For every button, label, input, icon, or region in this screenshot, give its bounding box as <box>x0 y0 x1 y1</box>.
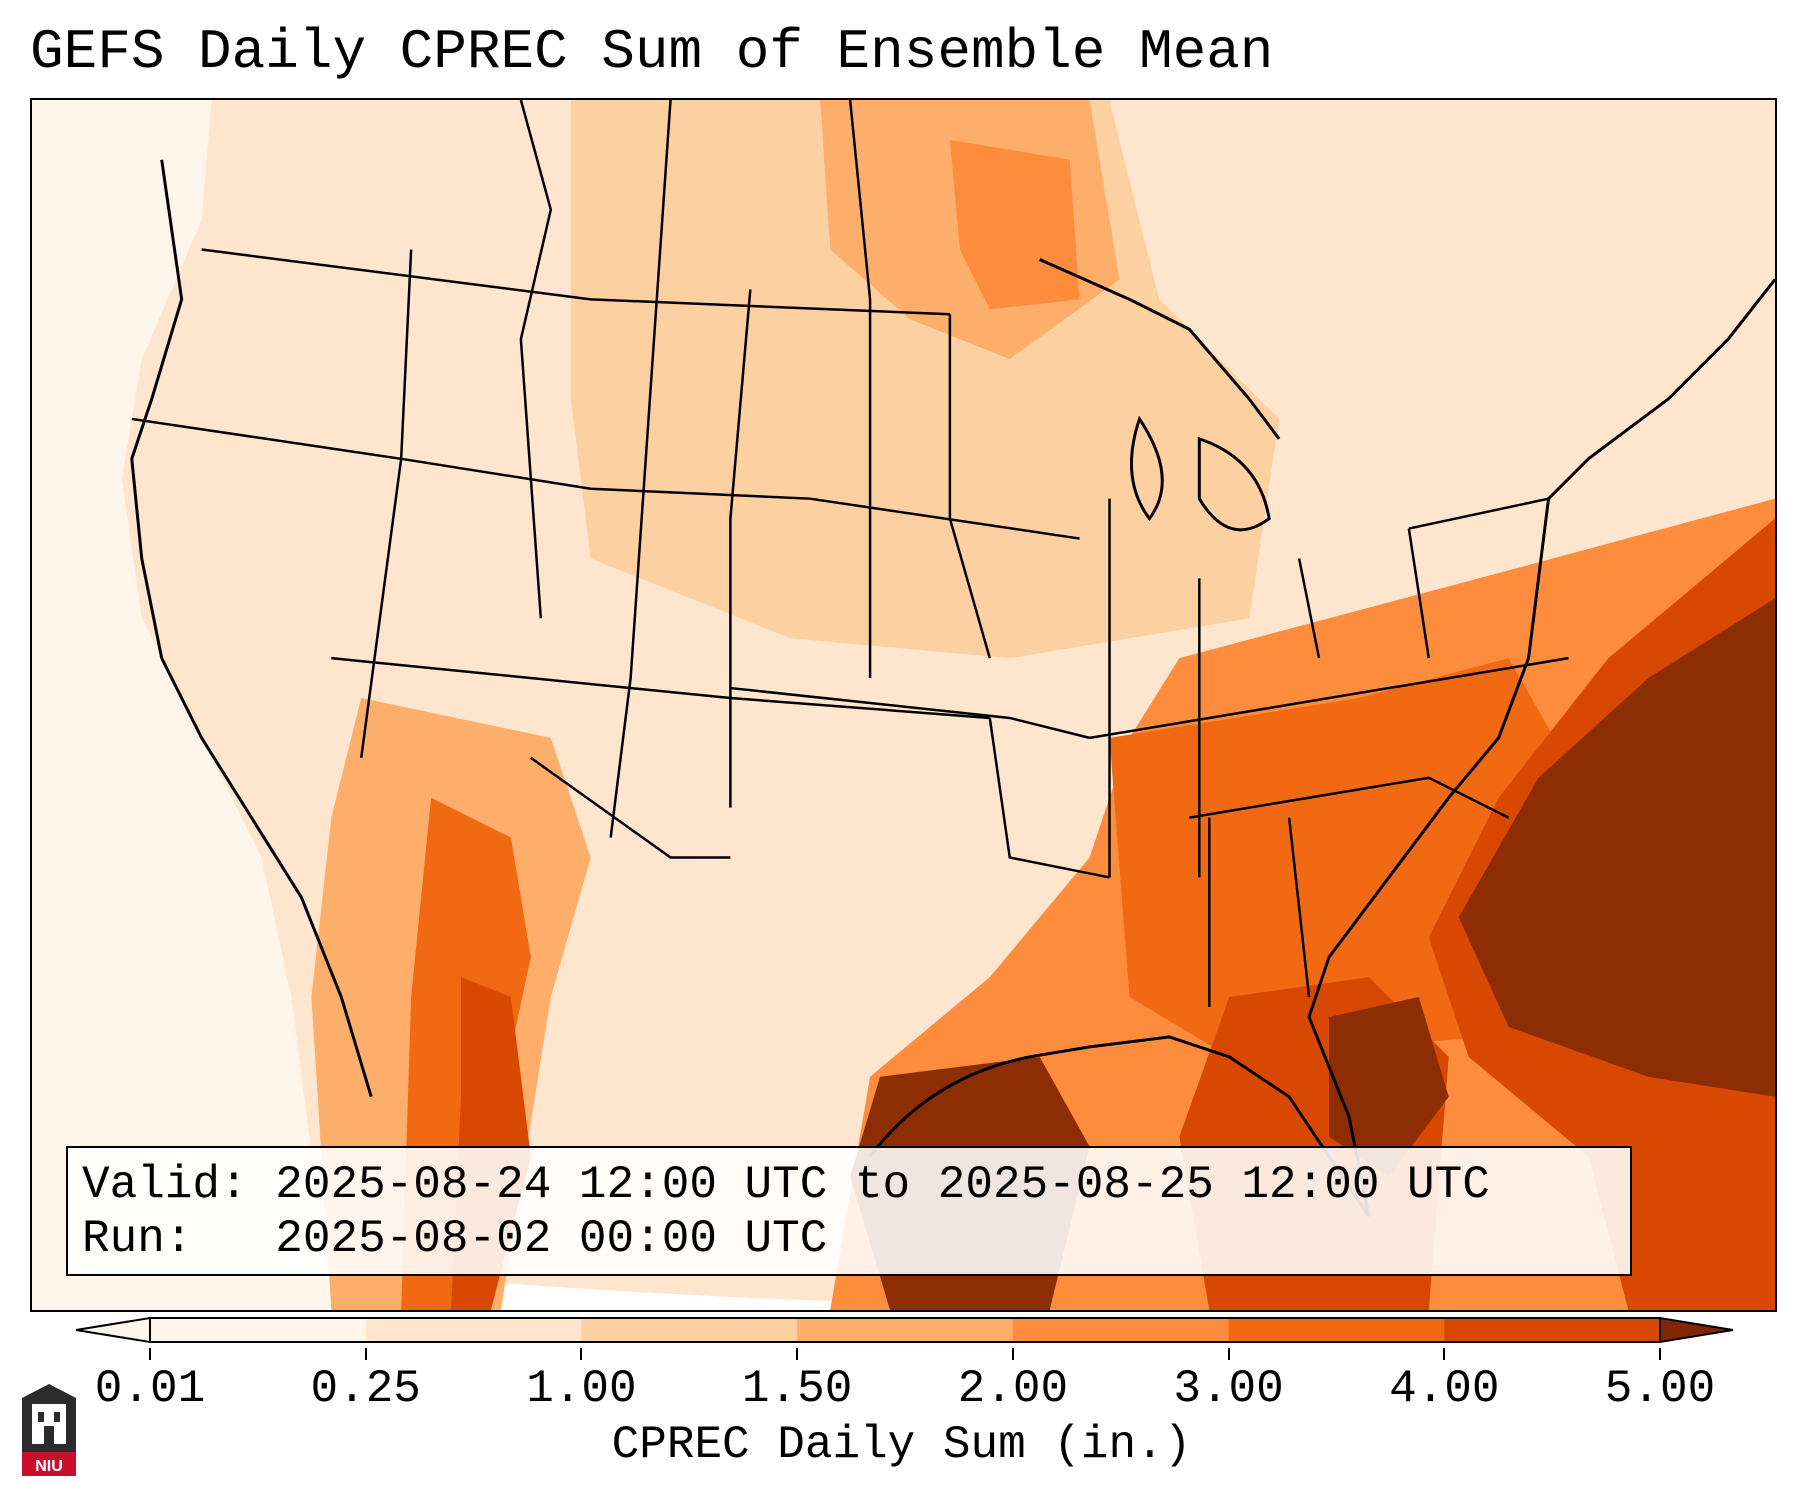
region-pacific <box>32 100 332 1310</box>
colorbar-segments <box>150 1318 1661 1342</box>
colorbar-tick-mark <box>1659 1348 1661 1360</box>
valid-label: Valid: <box>82 1159 248 1211</box>
colorbar-tick-label: 4.00 <box>1389 1363 1500 1415</box>
logo-band <box>22 1452 76 1476</box>
colorbar-segment <box>1444 1318 1661 1342</box>
valid-value: 2025-08-24 12:00 UTC to 2025-08-25 12:00… <box>275 1159 1490 1211</box>
region-atlantic-core <box>1458 598 1775 1097</box>
colorbar-segment <box>797 1318 1014 1342</box>
colorbar-tick-label: 0.01 <box>94 1363 206 1415</box>
colorbar-tick-label: 3.00 <box>1173 1363 1284 1415</box>
colorbar-tick-label: 0.25 <box>310 1363 421 1415</box>
colorbar-tick-label: 5.00 <box>1604 1363 1716 1415</box>
state-borders <box>131 100 1569 1008</box>
region-florida-core <box>1329 997 1449 1177</box>
colorbar-tick-mark <box>1443 1348 1446 1360</box>
coastlines <box>130 159 1775 1218</box>
colorbar-tick-mark <box>1227 1348 1230 1360</box>
colorbar <box>75 1316 1734 1344</box>
colorbar-segment <box>365 1318 582 1342</box>
region-north-plains-core <box>949 139 1080 310</box>
colorbar-tick-mark <box>796 1348 799 1360</box>
colorbar-tick-mark <box>1011 1348 1014 1360</box>
colorbar-tick-label: 1.50 <box>741 1363 853 1415</box>
colorbar-tick-mark <box>149 1348 151 1360</box>
map-title: GEFS Daily CPREC Sum of Ensemble Mean <box>30 20 1274 84</box>
colorbar-segment <box>150 1318 367 1342</box>
colorbar-tick-mark <box>580 1348 583 1360</box>
colorbar-over-arrow <box>1659 1316 1734 1344</box>
niu-logo: NIU <box>22 1384 76 1476</box>
colorbar-segment <box>581 1318 798 1342</box>
colorbar-under-arrow <box>75 1316 151 1344</box>
map-canvas <box>32 100 1775 1310</box>
valid-run-info-box: Valid: 2025-08-24 12:00 UTC to 2025-08-2… <box>66 1146 1632 1276</box>
colorbar-outline <box>149 1317 1661 1343</box>
colorbar-tick-label: 1.00 <box>526 1363 637 1415</box>
colorbar-tick-label: 2.00 <box>957 1363 1069 1415</box>
precip-map <box>30 98 1777 1312</box>
colorbar-label: CPREC Daily Sum (in.) <box>611 1419 1192 1471</box>
colorbar-tick-mark <box>364 1348 367 1360</box>
colorbar-segment <box>1228 1318 1445 1342</box>
run-label: Run: <box>82 1213 193 1265</box>
logo-text: NIU <box>35 1458 63 1475</box>
run-value: 2025-08-02 00:00 UTC <box>275 1213 828 1265</box>
colorbar-ticks: 0.01 0.25 1.00 1.50 2.00 3.00 4.00 5.00 <box>0 1348 1803 1414</box>
colorbar-segment <box>1012 1318 1230 1342</box>
